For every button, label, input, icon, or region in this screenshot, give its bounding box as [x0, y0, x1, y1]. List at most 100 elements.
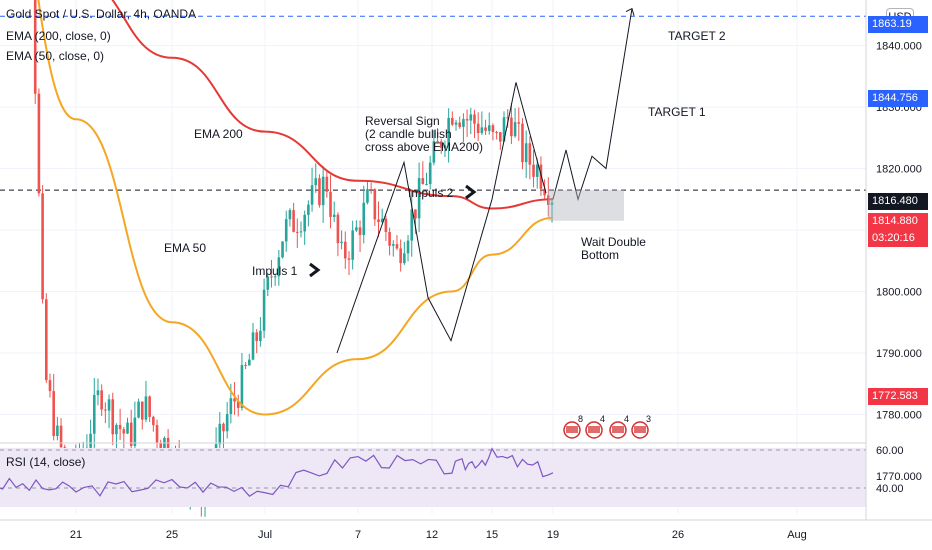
candle-body — [240, 365, 244, 408]
x-tick-label: 19 — [547, 529, 559, 541]
candle-body — [414, 209, 417, 219]
candle-body — [236, 401, 240, 408]
projection-path — [552, 8, 633, 202]
candle-body — [118, 424, 122, 430]
candle-body — [343, 241, 347, 259]
ema200-annotation[interactable]: EMA 200 — [194, 127, 243, 141]
price-label-support: 1772.583 — [868, 388, 928, 405]
candle-body — [432, 141, 436, 163]
impuls2-arrow-icon — [465, 184, 477, 200]
candle-body — [347, 258, 351, 260]
price-label-target1: 1844.756 — [868, 90, 928, 107]
candle-body — [100, 390, 103, 410]
candle-body — [395, 244, 399, 249]
candle-body — [144, 396, 148, 420]
flag-stripe-icon — [612, 426, 624, 433]
ema50-legend[interactable]: EMA (50, close, 0) — [6, 49, 105, 63]
candle-body — [314, 178, 318, 186]
candle-body — [417, 178, 421, 219]
candle-body — [380, 218, 384, 223]
candle-body — [421, 178, 425, 185]
wait-line1[interactable]: Wait Double — [581, 235, 646, 249]
candle-body — [484, 127, 487, 131]
candle-body — [111, 399, 115, 435]
candle-body — [473, 114, 476, 124]
candle-body — [273, 276, 277, 278]
candle-body — [366, 189, 369, 203]
event-count: 4 — [624, 414, 629, 424]
reversal-line1[interactable]: Reversal Sign — [365, 114, 440, 128]
candle-body — [248, 359, 251, 366]
candle-body — [428, 162, 432, 185]
x-tick-label: 26 — [672, 529, 684, 541]
candle-body — [487, 125, 491, 131]
candle-body — [502, 117, 506, 142]
candle-body — [329, 191, 332, 217]
rsi-line — [0, 447, 554, 497]
price-label-top: 1863.19 — [868, 16, 928, 33]
rsi-legend[interactable]: RSI (14, close) — [6, 455, 86, 469]
symbol-title: Gold Spot / U.S. Dollar, 4h, OANDA — [6, 7, 197, 21]
candle-body — [403, 253, 406, 264]
x-tick-label: Aug — [787, 529, 807, 541]
candle-body — [59, 425, 63, 448]
impuls1-label[interactable]: Impuls 1 — [252, 264, 298, 278]
candle-body — [462, 119, 465, 127]
candle-body — [163, 437, 166, 452]
candle-body — [451, 117, 454, 125]
candle-body — [436, 141, 439, 143]
candle-body — [336, 214, 340, 244]
candle-body — [535, 164, 539, 177]
candle-body — [137, 401, 140, 418]
candle-body — [369, 189, 373, 191]
candle-body — [115, 424, 118, 435]
candle-body — [33, 0, 37, 94]
candle-body — [550, 202, 554, 205]
candle-body — [510, 117, 513, 137]
y-tick-label: 1780.000 — [876, 410, 922, 422]
candle-body — [425, 184, 428, 186]
impuls2-label[interactable]: Impuls 2 — [408, 186, 454, 200]
candle-body — [517, 122, 521, 124]
price-label-current: 1816.480 — [868, 193, 928, 210]
x-tick-label: 7 — [355, 529, 361, 541]
candle-body — [443, 145, 447, 148]
reversal-line2[interactable]: (2 candle bullish — [365, 127, 452, 141]
candle-body — [506, 117, 510, 119]
target2-label[interactable]: TARGET 2 — [668, 29, 726, 43]
candle-body — [292, 210, 295, 232]
candle-body — [458, 122, 462, 127]
reversal-line3[interactable]: cross above EMA200) — [365, 140, 484, 154]
candle-body — [262, 289, 266, 331]
wait-line2[interactable]: Bottom — [581, 248, 620, 262]
candle-body — [296, 231, 299, 233]
candle-body — [476, 123, 480, 134]
ema200-legend[interactable]: EMA (200, close, 0) — [6, 29, 111, 43]
candle-body — [92, 395, 96, 434]
candle-body — [377, 219, 380, 223]
candle-body — [521, 123, 524, 163]
candle-body — [89, 433, 92, 448]
candle-body — [340, 241, 343, 244]
candle-body — [325, 176, 329, 192]
candle-body — [480, 127, 484, 134]
candle-body — [351, 230, 354, 260]
candle-body — [270, 276, 273, 278]
candle-body — [233, 398, 236, 402]
candle-body — [539, 164, 543, 189]
x-tick-label: 21 — [70, 529, 82, 541]
candle-body — [406, 240, 410, 254]
candle-body — [44, 299, 48, 381]
candle-body — [159, 442, 163, 452]
candle-body — [469, 114, 473, 121]
target1-label[interactable]: TARGET 1 — [648, 105, 706, 119]
candle-body — [524, 143, 528, 163]
candle-body — [225, 414, 229, 432]
candle-body — [288, 210, 292, 220]
candle-body — [284, 219, 288, 242]
flag-stripe-icon — [634, 426, 646, 433]
ema50-annotation[interactable]: EMA 50 — [164, 241, 207, 255]
candle-body — [129, 422, 133, 446]
